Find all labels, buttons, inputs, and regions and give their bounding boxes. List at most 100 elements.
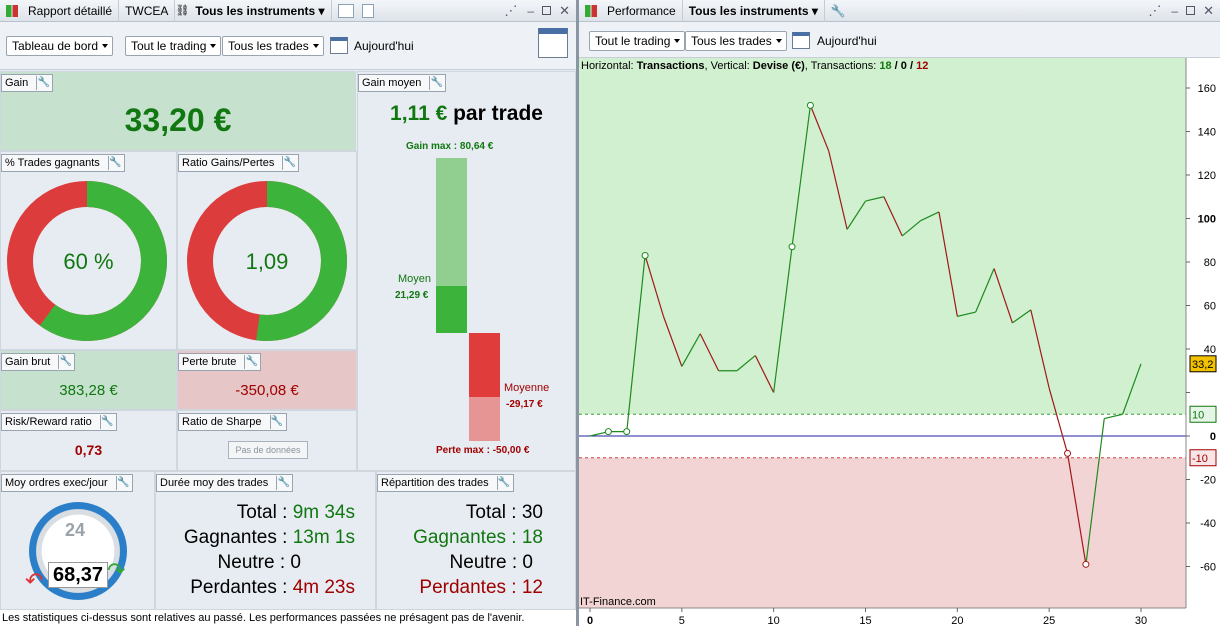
copy-icon[interactable] — [361, 3, 374, 18]
trading-dropdown[interactable]: Tout le trading — [125, 36, 222, 56]
moyen-value: 21,29 € — [395, 290, 429, 301]
wrench-icon[interactable]: 🔧 — [276, 476, 290, 490]
rep-neutre: Neutre : 0 — [450, 552, 533, 574]
left-titlebar: Rapport détaillé TWCEA ⛓ Tous les instru… — [0, 0, 576, 22]
tab-performance[interactable]: Performance — [601, 0, 683, 22]
wrench-icon[interactable]: 🔧 — [115, 476, 130, 490]
wrench-icon[interactable]: 🔧 — [282, 156, 297, 170]
gain-card: Gain 🔧 33,20 € — [0, 71, 356, 151]
link-icon[interactable]: ⛓ — [175, 5, 190, 17]
performance-segment — [957, 311, 976, 317]
trading-dropdown[interactable]: Tout le trading — [589, 31, 686, 51]
minimize-icon[interactable]: – — [1171, 3, 1179, 18]
info-neutral: 0 — [900, 60, 907, 72]
trades-dropdown[interactable]: Tous les trades — [685, 31, 787, 51]
duree-gagnantes: Gagnantes : 13m 1s — [184, 527, 355, 549]
panel-divider[interactable] — [576, 0, 579, 626]
x-tick-label: 0 — [587, 615, 593, 626]
trades-dropdown[interactable]: Tous les trades — [222, 36, 324, 56]
loss-max-bar — [469, 397, 500, 441]
right-toolbar: Tout le trading Tous les trades Aujourd'… — [579, 22, 1220, 58]
gain-moyen-header: Gain moyen 🔧 — [358, 74, 447, 92]
chart-icon[interactable] — [337, 3, 354, 18]
data-point-marker — [806, 101, 814, 109]
performance-segment — [644, 255, 665, 317]
instrument-selector[interactable]: Tous les instruments ▾ — [189, 0, 332, 22]
ratio-gp-card: Ratio Gains/Pertes 🔧 1,09 — [177, 151, 357, 350]
performance-segment — [754, 355, 775, 393]
minimize-icon[interactable]: – — [527, 3, 535, 18]
wrench-icon[interactable]: 🔧 — [36, 76, 50, 90]
perte-brute-value: -350,08 € — [235, 382, 299, 399]
duree-neutre-val: 0 — [290, 552, 301, 573]
last-value-badge: 33,2 — [1192, 359, 1213, 371]
y-tick-label: 100 — [1198, 214, 1216, 226]
wrench-icon[interactable]: 🔧 — [429, 76, 444, 90]
wrench-icon[interactable]: 🔧 — [244, 355, 259, 369]
date-label[interactable]: Aujourd'hui — [817, 34, 877, 48]
performance-segment — [1122, 363, 1142, 415]
perte-max-value: -50,00 € — [492, 445, 530, 456]
duree-gagnantes-key: Gagnantes : — [183, 527, 293, 548]
red-arrow-icon: ↶ — [25, 568, 44, 593]
performance-segment — [699, 333, 720, 372]
dashboard-settings-icon[interactable] — [538, 28, 568, 58]
y-tick-label: -40 — [1200, 518, 1216, 530]
ordres-label: Moy ordres exec/jour — [5, 477, 108, 489]
duree-total: Total : 9m 34s — [237, 502, 355, 524]
info-v-val: Devise (€) — [752, 60, 805, 72]
close-icon[interactable]: ✕ — [559, 2, 570, 18]
date-label[interactable]: Aujourd'hui — [354, 39, 414, 53]
perte-max-label: Perte max : -50,00 € — [436, 445, 529, 456]
rep-neutre-key: Neutre : — [449, 552, 523, 573]
gain-max-label: Gain max : 80,64 € — [406, 141, 493, 152]
wrench-icon[interactable]: 🔧 — [496, 476, 511, 490]
wrench-icon[interactable]: 🔧 — [269, 415, 284, 429]
maximize-icon[interactable] — [542, 6, 552, 15]
ratio-gp-donut — [187, 181, 347, 341]
performance-segment — [1085, 418, 1105, 565]
ordres-value: 68,37 — [48, 562, 108, 588]
performance-segment — [1030, 309, 1050, 389]
pct-gagnants-header: % Trades gagnants 🔧 — [1, 154, 125, 172]
performance-segment — [1104, 413, 1123, 420]
moyenne-value: -29,17 € — [506, 399, 543, 410]
maximize-icon[interactable] — [1186, 6, 1196, 15]
repartition-label: Répartition des trades — [381, 477, 489, 489]
perte-brute-label: Perte brute — [182, 356, 237, 368]
gain-brut-value: 383,28 € — [59, 382, 118, 399]
data-point-marker — [604, 428, 612, 436]
wrench-icon[interactable]: 🔧 — [99, 415, 114, 429]
wrench-icon[interactable]: 🔧 — [58, 355, 72, 369]
wrench-icon[interactable]: 🔧 — [107, 156, 122, 170]
share-icon[interactable]: ⋰ — [504, 2, 518, 18]
risk-reward-value: 0,73 — [74, 442, 103, 458]
risk-reward-label: Risk/Reward ratio — [5, 416, 92, 428]
clock-dial-number: 24 — [65, 520, 86, 540]
gain-brut-header: Gain brut 🔧 — [1, 353, 76, 371]
tab-rapport[interactable]: Rapport détaillé — [22, 0, 120, 22]
info-loss: 12 — [916, 60, 929, 72]
share-icon[interactable]: ⋰ — [1148, 2, 1162, 18]
info-h-key: Horizontal: — [581, 60, 637, 72]
info-sep2: / — [906, 60, 917, 72]
dashboard-dropdown[interactable]: Tableau de bord — [6, 36, 114, 56]
y-tick-label: 40 — [1204, 344, 1216, 356]
calendar-icon[interactable] — [330, 37, 348, 54]
duree-header: Durée moy des trades 🔧 — [156, 474, 294, 492]
no-data-button[interactable]: Pas de données — [228, 441, 308, 459]
calendar-icon[interactable] — [792, 32, 810, 49]
duree-label: Durée moy des trades — [160, 477, 269, 489]
tab-account[interactable]: TWCEA — [119, 0, 176, 22]
performance-segment — [1048, 387, 1069, 454]
gain-brut-label: Gain brut — [5, 356, 51, 368]
instrument-selector[interactable]: Tous les instruments ▾ — [683, 0, 825, 22]
x-tick-label: 25 — [1043, 615, 1055, 626]
duree-perdantes-key: Perdantes : — [190, 577, 293, 598]
wrench-icon[interactable]: 🔧 — [830, 3, 846, 18]
close-icon[interactable]: ✕ — [1203, 2, 1214, 18]
y-tick-label: 60 — [1204, 301, 1216, 313]
upper-band-badge-box — [1189, 405, 1217, 423]
performance-segment — [938, 211, 958, 317]
